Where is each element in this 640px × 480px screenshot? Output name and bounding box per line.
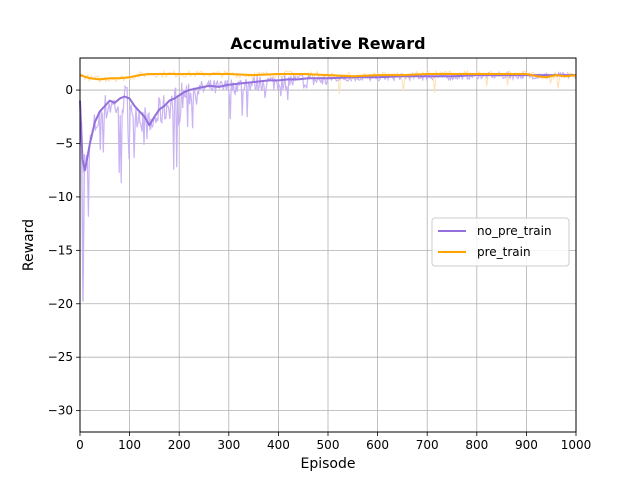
x-tick-label: 100 [118,438,141,452]
chart-title: Accumulative Reward [230,34,425,53]
x-ticks: 0 100 200 300 400 500 600 700 800 900 1000 [76,432,591,452]
series-line-pre-train [79,73,577,81]
y-tick-label: −15 [48,243,73,257]
x-tick-label: 400 [267,438,290,452]
series-layer [79,73,577,172]
y-tick-label: −25 [48,350,73,364]
y-axis-title: Reward [21,219,37,271]
legend-box [431,217,570,267]
y-tick-label: −20 [48,297,73,311]
x-axis-title: Episode [301,456,356,472]
y-tick-label: −5 [55,136,73,150]
legend-label-pre-train: pre_train [477,245,531,259]
x-tick-label: 500 [317,438,340,452]
no-pre-train-raw-dip [80,122,86,302]
y-tick-label: −30 [48,404,73,418]
x-tick-label: 200 [168,438,191,452]
y-ticks: 0 −5 −10 −15 −20 −25 −30 [48,83,80,418]
x-tick-label: 600 [366,438,389,452]
x-tick-label: 1000 [561,438,592,452]
series-line-no-pre-train [79,74,576,172]
legend: no_pre_train pre_train [431,217,570,267]
legend-label-no-pre-train: no_pre_train [477,224,552,238]
x-tick-label: 900 [515,438,538,452]
x-tick-label: 700 [416,438,439,452]
y-tick-label: −10 [48,190,73,204]
y-tick-label: 0 [65,83,73,97]
x-tick-label: 800 [465,438,488,452]
x-tick-label: 0 [76,438,84,452]
x-tick-label: 300 [217,438,240,452]
